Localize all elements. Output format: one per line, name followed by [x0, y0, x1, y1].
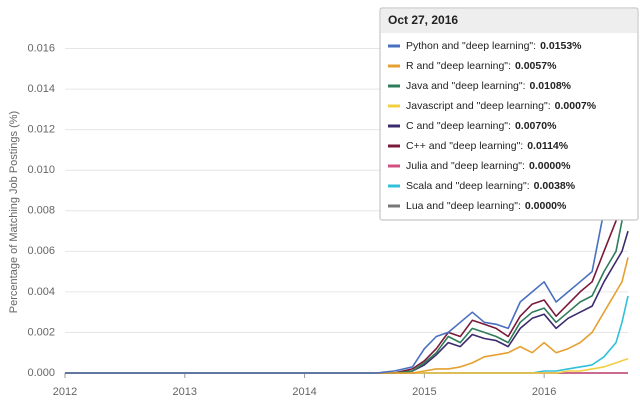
series-line	[65, 62, 629, 374]
series-line	[65, 230, 629, 374]
tooltip-series-name: Python and "deep learning":	[406, 40, 536, 52]
tooltip-value: 0.0038%	[534, 180, 576, 192]
tooltip-value: 0.0000%	[525, 200, 567, 212]
y-tick-label: 0.010	[27, 164, 55, 176]
tooltip-value: 0.0057%	[515, 60, 557, 72]
tooltip-series-name: R and "deep learning":	[406, 60, 511, 72]
y-tick-label: 0.008	[27, 205, 55, 217]
x-tick-label: 2015	[412, 386, 436, 398]
y-tick-label: 0.016	[27, 42, 55, 54]
tooltip-series-name: Lua and "deep learning":	[406, 200, 521, 212]
y-tick-label: 0.004	[27, 286, 55, 298]
y-tick-label: 0.002	[27, 326, 55, 338]
series-line	[65, 141, 629, 374]
series-line	[65, 257, 629, 374]
tooltip-series-name: C++ and "deep learning":	[406, 140, 523, 152]
tooltip-value: 0.0114%	[527, 140, 569, 152]
tooltip-series-name: Java and "deep learning":	[406, 80, 526, 92]
y-tick-label: 0.000	[27, 367, 55, 379]
tooltip-value: 0.0153%	[540, 40, 582, 52]
tooltip-series-name: Scala and "deep learning":	[406, 180, 530, 192]
tooltip-header	[381, 9, 637, 33]
tooltip-series-name: C and "deep learning":	[406, 120, 511, 132]
y-tick-label: 0.014	[27, 83, 55, 95]
tooltip-value: 0.0108%	[530, 80, 572, 92]
tooltip-series-name: Javascript and "deep learning":	[406, 100, 551, 112]
x-tick-label: 2012	[53, 386, 77, 398]
x-tick-label: 2014	[292, 386, 316, 398]
tooltip-title: Oct 27, 2016	[388, 13, 458, 27]
tooltip-value: 0.0007%	[555, 100, 597, 112]
series-line	[65, 153, 629, 374]
x-tick-label: 2016	[532, 386, 556, 398]
tooltip-value: 0.0070%	[515, 120, 557, 132]
tooltip-box	[379, 7, 639, 221]
y-axis-label: Percentage of Matching Job Postings (%)	[8, 111, 20, 313]
tooltip-series-name: Julia and "deep learning":	[406, 160, 525, 172]
y-tick-label: 0.006	[27, 245, 55, 257]
x-tick-label: 2013	[173, 386, 197, 398]
series-line	[65, 358, 629, 374]
y-tick-label: 0.012	[27, 124, 55, 136]
tooltip-value: 0.0000%	[529, 160, 571, 172]
tooltip: Oct 27, 2016 Python and "deep learning": 0…	[379, 7, 639, 221]
